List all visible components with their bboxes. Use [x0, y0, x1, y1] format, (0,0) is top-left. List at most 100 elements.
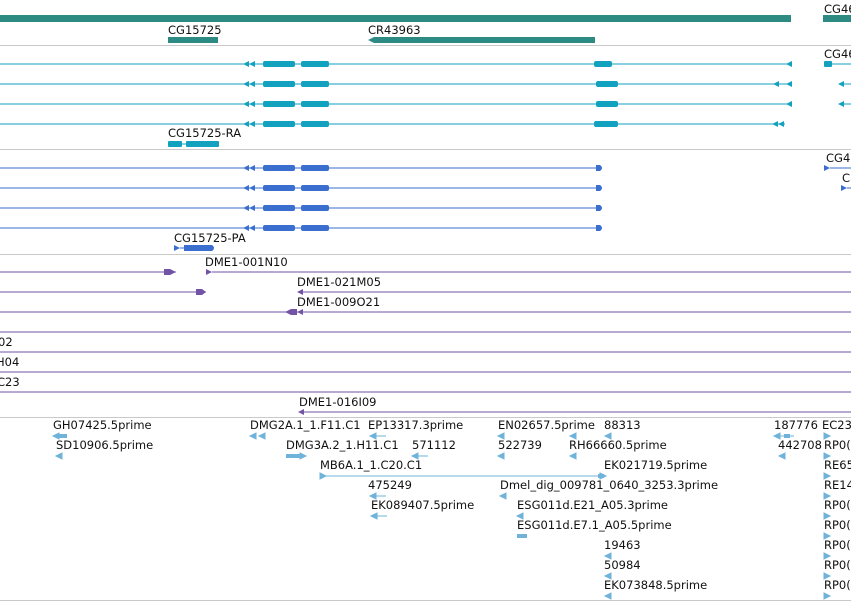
est-feature[interactable] — [369, 512, 387, 520]
est-label[interactable]: EC23 — [822, 418, 851, 432]
est-feature[interactable] — [823, 552, 832, 560]
est-label[interactable]: 442708 — [778, 438, 822, 452]
est-label[interactable]: EK073848.5prime — [604, 578, 708, 592]
transcript-cg15725-ra[interactable] — [168, 141, 219, 147]
est-label[interactable]: 50984 — [604, 558, 641, 572]
gene-label-cr43963[interactable]: CR43963 — [368, 23, 421, 37]
est-feature[interactable] — [772, 432, 794, 440]
clone-label-02[interactable]: 02 — [0, 335, 13, 349]
est-label[interactable]: GH07425.5prime — [53, 418, 152, 432]
est-label[interactable]: MB6A.1_1.C20.C1 — [320, 458, 423, 472]
protein-label-cg4[interactable]: CG4 — [826, 151, 851, 165]
est-label[interactable]: RP0( — [824, 498, 851, 512]
transcript-cg46-row[interactable] — [838, 81, 851, 87]
est-feature[interactable] — [823, 512, 832, 520]
est-feature[interactable] — [517, 534, 527, 538]
est-feature[interactable] — [568, 452, 577, 460]
est-feature[interactable] — [496, 452, 505, 460]
est-feature[interactable] — [54, 452, 63, 460]
gene-label-cg15725[interactable]: CG15725 — [168, 23, 222, 37]
clone-label-dme1-001n10[interactable]: DME1-001N10 — [205, 255, 288, 269]
est-label[interactable]: ESG011d.E7.1_A05.5prime — [517, 518, 672, 532]
est-label[interactable]: 475249 — [368, 478, 412, 492]
gene-span-cg15725-feature[interactable] — [168, 37, 218, 43]
est-label[interactable]: EN02657.5prime — [498, 418, 595, 432]
est-label[interactable]: 187776 — [774, 418, 818, 432]
est-label[interactable]: 571112 — [412, 438, 456, 452]
est-label[interactable]: RP0( — [824, 518, 851, 532]
clone-label-c23[interactable]: C23 — [0, 375, 20, 389]
est-label[interactable]: DMG3A.2_1.H11.C1 — [286, 438, 399, 452]
gene-span-glyphs — [0, 15, 851, 43]
protein-row[interactable] — [0, 225, 602, 231]
transcript-cg46-row[interactable] — [838, 101, 851, 107]
gene-span-cr43963-feature[interactable] — [368, 37, 595, 43]
clone-row[interactable] — [0, 289, 851, 295]
est-feature[interactable] — [777, 452, 786, 460]
clone-label-h04[interactable]: H04 — [0, 355, 20, 369]
est-feature[interactable] — [248, 432, 266, 440]
est-label[interactable]: EP13317.3prime — [368, 418, 464, 432]
est-feature[interactable] — [51, 432, 67, 440]
gene-span-cg46-feature[interactable] — [823, 15, 851, 22]
est-feature[interactable] — [286, 452, 308, 460]
est-feature[interactable] — [603, 592, 612, 600]
est-label[interactable]: RE65 — [824, 458, 851, 472]
protein-row[interactable] — [0, 205, 602, 211]
est-label[interactable]: RE14 — [824, 478, 851, 492]
est-label[interactable]: ESG011d.E21_A05.3prime — [517, 498, 669, 512]
est-feature[interactable] — [823, 532, 832, 540]
est-label[interactable]: DMG2A.1_1.F11.C1 — [250, 418, 361, 432]
gene-label-cg46-top[interactable]: CG46 — [824, 2, 851, 16]
est-feature[interactable] — [498, 492, 507, 500]
est-label[interactable]: EK021719.5prime — [604, 458, 708, 472]
protein-row[interactable] — [0, 165, 602, 171]
est-feature[interactable] — [823, 432, 832, 440]
protein-row[interactable] — [0, 185, 602, 191]
est-label[interactable]: EK089407.5prime — [371, 498, 475, 512]
est-label[interactable]: RH66660.5prime — [569, 438, 667, 452]
est-feature[interactable] — [603, 432, 612, 440]
clone-label-dme1-021m05[interactable]: DME1-021M05 — [297, 275, 382, 289]
protein-cg4-row[interactable] — [824, 165, 851, 191]
est-label[interactable]: RP0( — [824, 538, 851, 552]
protein-label-cg15725-pa[interactable]: CG15725-PA — [174, 231, 246, 245]
transcript-row[interactable] — [0, 101, 792, 107]
clone-row[interactable] — [298, 409, 851, 415]
transcript-label-cg46[interactable]: CG46 — [824, 47, 851, 61]
est-label[interactable]: 88313 — [604, 418, 641, 432]
protein-label-cg4-secondary[interactable]: C — [842, 171, 851, 185]
est-feature[interactable] — [515, 512, 524, 520]
est-feature[interactable] — [319, 472, 608, 480]
est-feature[interactable] — [496, 432, 505, 440]
est-label[interactable]: 19463 — [604, 538, 641, 552]
protein-cg15725-pa[interactable] — [174, 245, 214, 251]
est-feature[interactable] — [823, 572, 832, 580]
est-label[interactable]: SD10906.5prime — [56, 438, 154, 452]
clone-row[interactable] — [0, 269, 851, 275]
est-feature[interactable] — [603, 552, 612, 560]
est-feature[interactable] — [368, 492, 386, 500]
transcript-cg46-row[interactable] — [824, 61, 851, 67]
est-feature[interactable] — [823, 452, 832, 460]
clone-label-dme1-009o21[interactable]: DME1-009O21 — [297, 295, 381, 309]
transcript-row[interactable] — [0, 61, 792, 67]
est-feature[interactable] — [823, 592, 832, 600]
est-label[interactable]: Dmel_dig_009781_0640_3253.3prime — [500, 478, 719, 492]
gene-span-feature[interactable] — [0, 15, 791, 22]
est-feature[interactable] — [410, 452, 428, 460]
est-label[interactable]: 522739 — [498, 438, 542, 452]
transcript-row[interactable] — [0, 81, 792, 87]
transcript-label-cg15725-ra[interactable]: CG15725-RA — [168, 126, 242, 140]
est-label[interactable]: RP0( — [824, 578, 851, 592]
est-feature[interactable] — [568, 432, 577, 440]
transcript-row[interactable] — [0, 121, 785, 127]
clone-row[interactable] — [0, 309, 851, 315]
clone-label-dme1-016i09[interactable]: DME1-016I09 — [299, 395, 377, 409]
est-label[interactable]: RP0( — [824, 558, 851, 572]
est-label[interactable]: RP0( — [824, 438, 851, 452]
est-feature[interactable] — [823, 492, 832, 500]
est-feature[interactable] — [368, 432, 386, 440]
est-feature[interactable] — [603, 572, 612, 580]
est-feature[interactable] — [823, 472, 832, 480]
